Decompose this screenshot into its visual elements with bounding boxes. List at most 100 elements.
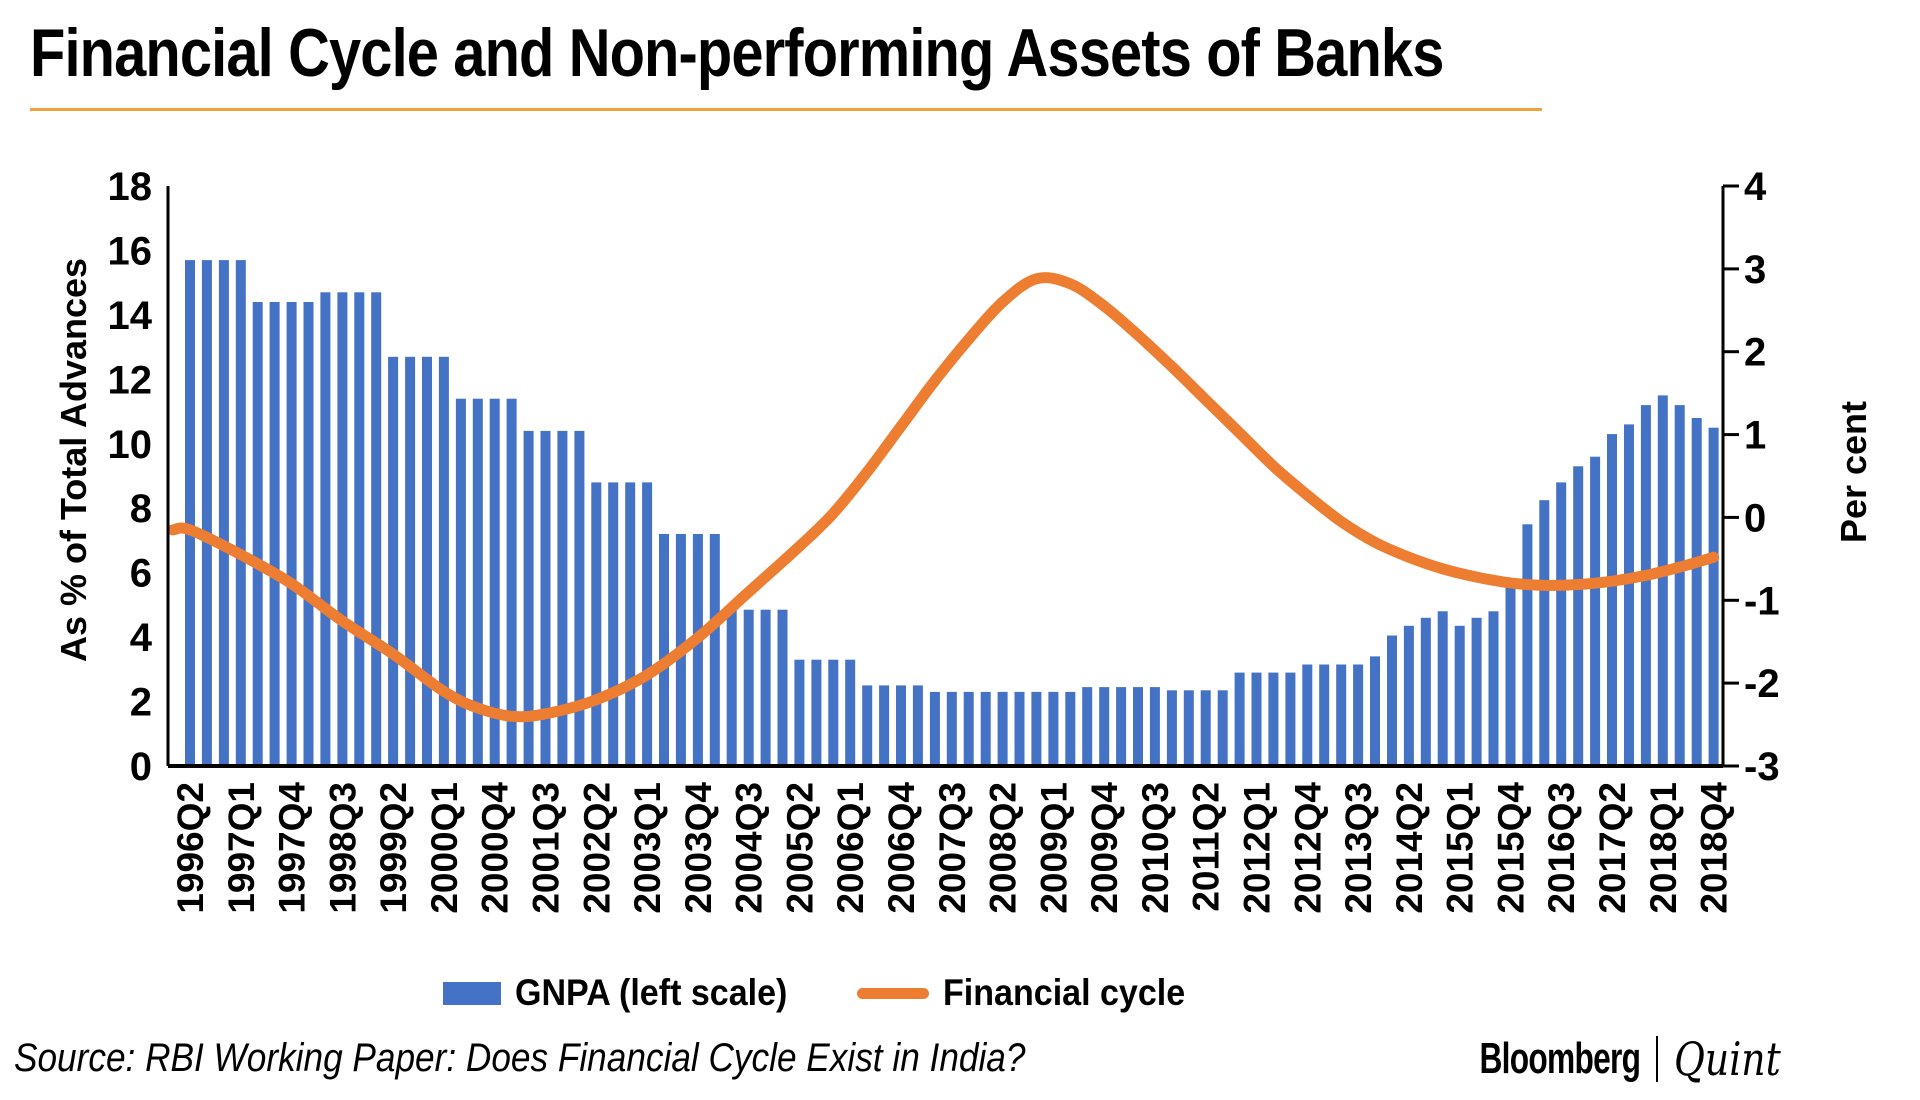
left-axis-tick-label-12: 12 (108, 358, 153, 402)
bar-2016Q1 (1522, 524, 1533, 766)
x-axis-label-2006Q1: 2006Q1 (830, 782, 871, 914)
gnpa-swatch (443, 981, 502, 1005)
bar-2000Q1 (438, 356, 449, 766)
x-axis-label-2010Q3: 2010Q3 (1135, 782, 1176, 914)
bar-1996Q4 (218, 260, 229, 766)
bar-2018Q2 (1674, 405, 1685, 766)
left-axis-tick-label-6: 6 (130, 552, 152, 596)
x-axis-label-2005Q2: 2005Q2 (779, 782, 820, 914)
bar-2014Q1 (1387, 635, 1397, 766)
bar-2017Q4 (1640, 405, 1651, 766)
bloomberg-logo: Bloomberg (1479, 1034, 1640, 1083)
bar-2016Q3 (1556, 482, 1567, 766)
x-axis-label-1997Q4: 1997Q4 (272, 782, 313, 914)
bar-1999Q4 (422, 356, 432, 766)
bar-2014Q2 (1403, 625, 1414, 766)
bar-2013Q2 (1336, 664, 1347, 766)
bar-2002Q3 (608, 482, 619, 766)
source-text: Source: RBI Working Paper: Does Financia… (14, 1036, 1026, 1080)
bar-2008Q4 (1031, 691, 1042, 766)
bar-2001Q2 (523, 430, 534, 766)
legend-item-financial-cycle: Financial cycle (857, 972, 1206, 1014)
gnpa-bars-group (185, 260, 1719, 766)
bar-1997Q2 (252, 302, 263, 766)
bar-2003Q1 (642, 482, 653, 766)
x-axis-label-2012Q1: 2012Q1 (1237, 782, 1278, 914)
financial-cycle-swatch (857, 987, 930, 999)
x-axis-label-2006Q4: 2006Q4 (881, 782, 922, 914)
bar-2007Q1 (912, 685, 923, 766)
bar-2016Q4 (1573, 466, 1584, 766)
bar-1998Q1 (303, 302, 314, 766)
bar-2010Q1 (1116, 687, 1127, 766)
bar-2015Q1 (1454, 625, 1465, 766)
gnpa-legend-label: GNPA (left scale) (515, 972, 788, 1013)
bar-2016Q2 (1539, 500, 1550, 766)
financial-cycle-legend-label: Financial cycle (943, 972, 1186, 1013)
bar-2009Q3 (1082, 687, 1093, 766)
left-axis-tick-label-14: 14 (108, 294, 153, 338)
page-title: Financial Cycle and Non-performing Asset… (30, 15, 1444, 91)
right-axis-tick-label-0: 0 (1744, 496, 1766, 540)
right-axis-tick-label-3: 3 (1744, 248, 1766, 292)
left-axis-title: As % of Total Advances (53, 258, 94, 662)
logo-divider (1655, 1036, 1658, 1082)
bar-2013Q4 (1370, 656, 1380, 766)
x-axis-label-1997Q1: 1997Q1 (221, 782, 262, 914)
bar-1998Q3 (337, 292, 348, 766)
bar-2002Q2 (591, 482, 602, 766)
x-axis-label-2015Q1: 2015Q1 (1440, 782, 1481, 914)
bar-2012Q3 (1285, 672, 1296, 766)
financial-cycle-line-group (167, 272, 1720, 723)
bar-2018Q4 (1708, 427, 1719, 766)
bar-2007Q4 (963, 691, 974, 766)
bar-1996Q2 (185, 260, 195, 766)
bar-2010Q3 (1149, 687, 1160, 766)
bar-2015Q3 (1488, 611, 1499, 766)
bar-2002Q4 (625, 482, 636, 766)
bar-2000Q4 (489, 398, 500, 766)
bar-2001Q1 (506, 398, 517, 766)
x-axis-label-2003Q4: 2003Q4 (678, 782, 719, 914)
legend-item-gnpa: GNPA (left scale) (443, 972, 811, 1014)
bar-2006Q1 (845, 659, 856, 766)
bar-2017Q3 (1624, 424, 1634, 766)
x-axis-label-2012Q4: 2012Q4 (1287, 782, 1328, 914)
bar-2012Q2 (1268, 672, 1279, 766)
bar-1998Q2 (320, 292, 331, 766)
right-axis-tick-label-4: 4 (1744, 165, 1767, 209)
quint-logo: Quint (1673, 1032, 1781, 1086)
right-axis-tick-label--3: -3 (1744, 745, 1780, 789)
left-axis-tick-label-0: 0 (130, 745, 152, 789)
bar-2004Q3 (743, 609, 754, 766)
left-axis-tick-label-2: 2 (130, 681, 152, 725)
bar-2006Q2 (862, 685, 873, 766)
x-axis-label-2009Q1: 2009Q1 (1033, 782, 1074, 914)
bar-2009Q4 (1099, 687, 1110, 766)
x-axis-label-2016Q3: 2016Q3 (1541, 782, 1582, 914)
x-axis-label-2011Q2: 2011Q2 (1186, 782, 1227, 912)
bar-2008Q1 (980, 691, 991, 766)
bar-1999Q2 (388, 356, 399, 766)
x-axis-label-2018Q4: 2018Q4 (1694, 782, 1735, 914)
axes-group (166, 184, 1739, 768)
left-axis-tick-label-8: 8 (130, 487, 152, 531)
right-axis-tick-label-2: 2 (1744, 331, 1766, 375)
bar-2004Q1 (709, 534, 720, 766)
bar-2002Q1 (574, 430, 585, 766)
bar-2015Q4 (1505, 585, 1516, 766)
bar-2008Q3 (1014, 691, 1025, 766)
bar-2007Q2 (929, 691, 940, 766)
x-axis-label-2017Q2: 2017Q2 (1592, 782, 1633, 914)
bar-2007Q3 (946, 691, 957, 766)
x-axis-label-2003Q1: 2003Q1 (627, 782, 668, 914)
x-axis-label-2015Q4: 2015Q4 (1491, 782, 1532, 914)
x-axis-label-2004Q3: 2004Q3 (729, 782, 770, 914)
bar-2006Q3 (879, 685, 890, 766)
bar-1997Q4 (286, 302, 297, 766)
bar-1997Q3 (269, 302, 280, 766)
bar-2008Q2 (997, 691, 1008, 766)
bar-2012Q4 (1302, 664, 1313, 766)
